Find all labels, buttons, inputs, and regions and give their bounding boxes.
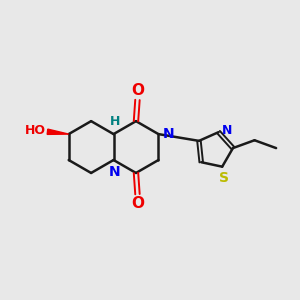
Text: N: N <box>109 165 121 179</box>
Text: S: S <box>219 171 229 185</box>
Text: O: O <box>131 196 144 211</box>
Polygon shape <box>47 129 69 134</box>
Text: O: O <box>131 83 144 98</box>
Text: N: N <box>163 127 175 141</box>
Text: H: H <box>110 115 120 128</box>
Text: HO: HO <box>25 124 46 137</box>
Text: N: N <box>221 124 232 137</box>
